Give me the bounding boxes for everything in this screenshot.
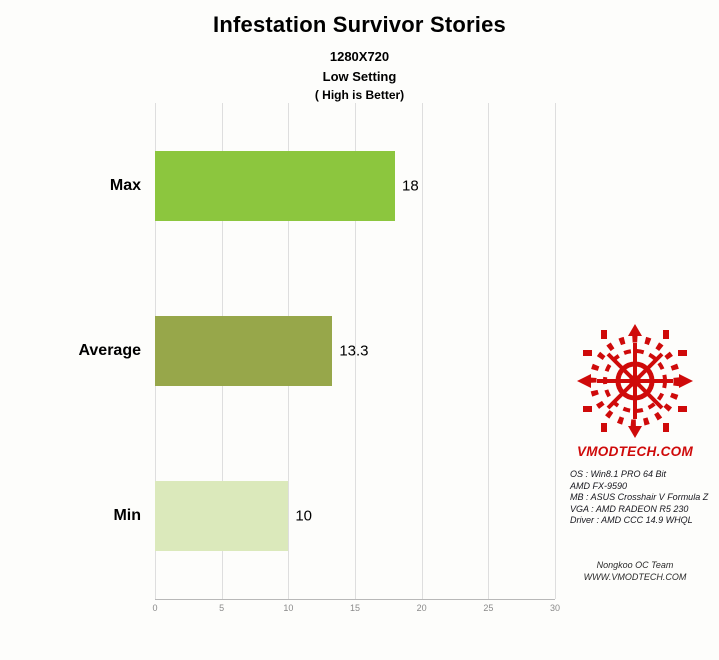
value-label-average: 13.3 xyxy=(339,342,369,360)
x-tick-label: 5 xyxy=(219,603,225,613)
x-tick-label: 20 xyxy=(416,603,427,613)
spec-line-cpu: AMD FX-9590 xyxy=(570,480,628,491)
gridline xyxy=(555,103,556,599)
chart-header: Infestation Survivor Stories 1280X720 Lo… xyxy=(0,12,719,102)
spec-line-os: OS : Win8.1 PRO 64 Bit xyxy=(570,469,666,479)
spec-line-vga: VGA : AMD RADEON R5 230 xyxy=(570,503,689,514)
credits-block: Nongkoo OC Team WWW.VMODTECH.COM xyxy=(560,559,710,583)
spec-line-mb: MB : ASUS Crosshair V Formula Z xyxy=(570,492,709,502)
page-title: Infestation Survivor Stories xyxy=(213,12,506,37)
bar-average xyxy=(155,316,333,386)
bar-max xyxy=(155,150,395,221)
category-label-average: Average xyxy=(78,342,141,359)
logo-wordmark: VMODTECH.COM xyxy=(576,444,694,459)
x-tick-label: 30 xyxy=(549,603,561,613)
plot-area: 0 5 10 15 20 25 30 Max 18 Average 13.3 Min 10 xyxy=(78,103,560,613)
spec-line-driver: Driver : AMD CCC 14.9 WHQL xyxy=(570,515,693,525)
gridline xyxy=(421,103,423,599)
value-label-min: 10 xyxy=(295,507,313,525)
category-label-min: Min xyxy=(113,507,141,525)
credit-team: Nongkoo OC Team xyxy=(596,559,674,570)
x-tick-label: 10 xyxy=(283,603,294,613)
gridline xyxy=(488,103,490,599)
x-tick-label: 0 xyxy=(152,603,158,613)
x-tick-label: 25 xyxy=(483,603,494,613)
vmodtech-logo-icon xyxy=(577,324,693,438)
specs-block: OS : Win8.1 PRO 64 Bit AMD FX-9590 MB : … xyxy=(560,469,710,527)
subtitle-resolution: 1280X720 xyxy=(329,49,390,64)
gridline xyxy=(355,103,356,599)
subtitle-note: ( High is Better) xyxy=(314,88,405,102)
x-tick-label: 15 xyxy=(349,603,361,613)
category-label-max: Max xyxy=(109,176,141,194)
subtitle-setting: Low Setting xyxy=(322,69,397,84)
bar-min xyxy=(155,481,289,552)
credit-site: WWW.VMODTECH.COM xyxy=(583,571,687,582)
vmodtech-logo xyxy=(575,320,695,442)
branding-column: VMODTECH.COM OS : Win8.1 PRO 64 Bit AMD … xyxy=(560,320,710,583)
value-label-max: 18 xyxy=(402,177,419,195)
